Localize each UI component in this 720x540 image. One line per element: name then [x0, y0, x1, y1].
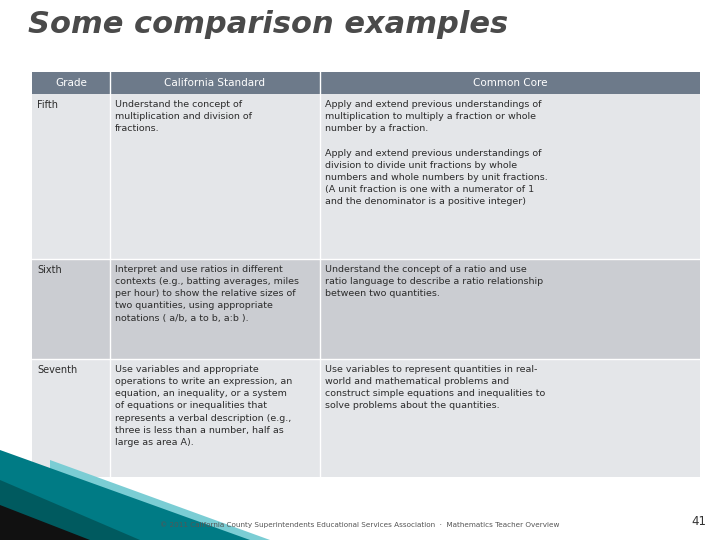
Text: Fifth: Fifth	[37, 100, 58, 110]
Text: 41: 41	[691, 515, 706, 528]
Text: Sixth: Sixth	[37, 265, 62, 275]
Polygon shape	[0, 480, 140, 540]
Bar	[32, 259, 700, 359]
Text: California Standard: California Standard	[164, 78, 266, 88]
Polygon shape	[0, 450, 250, 540]
Text: Understand the concept of
multiplication and division of
fractions.: Understand the concept of multiplication…	[115, 100, 252, 133]
Text: Some comparison examples: Some comparison examples	[28, 10, 508, 39]
Bar	[32, 72, 700, 94]
Bar	[32, 94, 700, 259]
Text: Interpret and use ratios in different
contexts (e.g., batting averages, miles
pe: Interpret and use ratios in different co…	[115, 265, 299, 322]
Text: Understand the concept of a ratio and use
ratio language to describe a ratio rel: Understand the concept of a ratio and us…	[325, 265, 543, 298]
Text: Grade: Grade	[55, 78, 87, 88]
Text: Seventh: Seventh	[37, 365, 77, 375]
Polygon shape	[0, 505, 90, 540]
Text: Apply and extend previous understandings of
multiplication to multiply a fractio: Apply and extend previous understandings…	[325, 100, 548, 206]
Bar	[32, 359, 700, 477]
Text: © 2011 California County Superintendents Educational Services Association  ·  Ma: © 2011 California County Superintendents…	[161, 521, 559, 528]
Text: Common Core: Common Core	[473, 78, 547, 88]
Text: Use variables to represent quantities in real-
world and mathematical problems a: Use variables to represent quantities in…	[325, 365, 545, 410]
Text: Use variables and appropriate
operations to write an expression, an
equation, an: Use variables and appropriate operations…	[115, 365, 292, 447]
Polygon shape	[50, 460, 270, 540]
